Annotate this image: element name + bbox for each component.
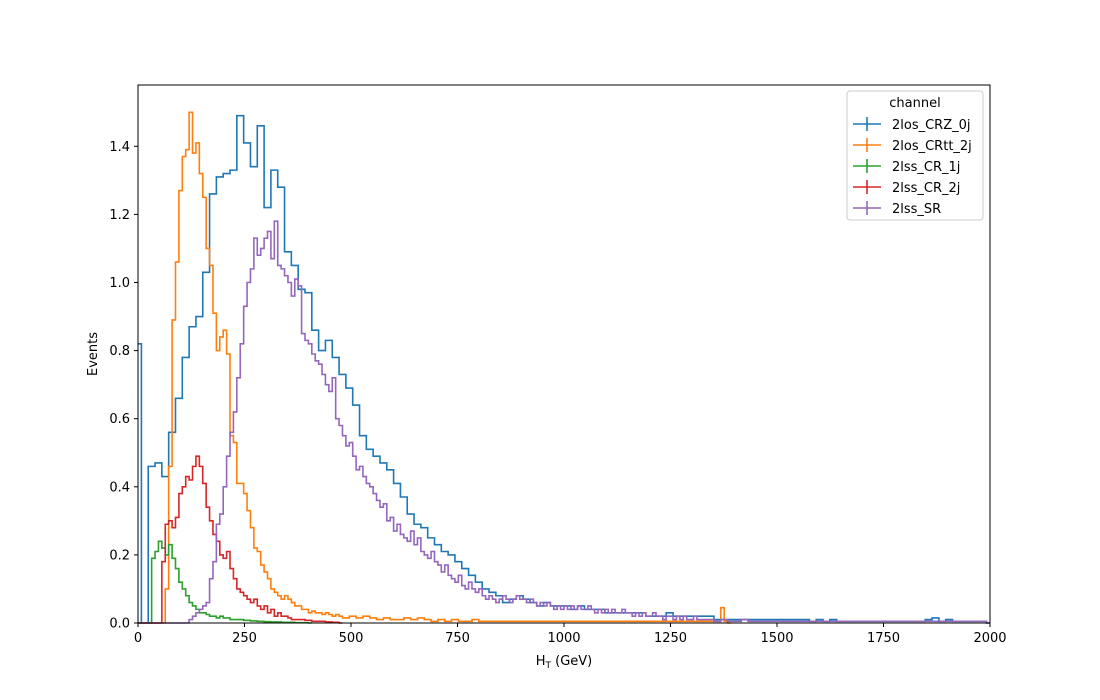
legend-entry: 2lss_CR_2j xyxy=(853,180,960,196)
y-tick-label: 1.0 xyxy=(109,276,130,291)
y-axis-label: Events xyxy=(86,332,101,376)
x-tick-label: 250 xyxy=(232,631,257,646)
y-tick-label: 0.4 xyxy=(109,480,130,495)
series-line-1 xyxy=(138,111,731,624)
y-tick-label: 1.2 xyxy=(109,208,130,223)
legend-title: channel xyxy=(889,96,940,111)
legend-label: 2lss_CR_2j xyxy=(892,181,960,196)
x-tick-label: 1750 xyxy=(867,631,900,646)
x-axis-label: HT (GeV) xyxy=(536,654,593,671)
x-tick-label: 1250 xyxy=(654,631,687,646)
x-axis: 0 250 500 750 1000 1250 1500 1750 2000 xyxy=(134,623,1007,646)
x-tick-label: 2000 xyxy=(973,631,1006,646)
legend-entry: 2lss_CR_1j xyxy=(853,159,960,175)
legend: channel 2los_CRZ_0j 2los_CRtt_2j 2lss_CR_1… xyxy=(846,90,984,221)
series-line-4 xyxy=(138,220,990,624)
legend-label: 2los_CRZ_0j xyxy=(892,118,971,133)
legend-entry: 2los_CRZ_0j xyxy=(853,117,971,133)
y-tick-label: 0.8 xyxy=(109,344,130,359)
legend-entry: 2los_CRtt_2j xyxy=(853,138,972,154)
x-tick-label: 0 xyxy=(134,631,142,646)
series-line-0 xyxy=(138,114,990,624)
series-layer xyxy=(138,111,990,624)
y-tick-label: 0.0 xyxy=(109,617,130,632)
legend-label: 2los_CRtt_2j xyxy=(892,139,972,154)
legend-label: 2lss_SR xyxy=(892,202,941,217)
x-tick-label: 750 xyxy=(445,631,470,646)
x-tick-label: 1000 xyxy=(547,631,580,646)
y-tick-label: 0.6 xyxy=(109,412,130,427)
x-tick-label: 1500 xyxy=(760,631,793,646)
x-tick-label: 500 xyxy=(339,631,364,646)
legend-label: 2lss_CR_1j xyxy=(892,160,960,175)
y-axis: 0.0 0.2 0.4 0.6 0.8 1.0 1.2 1.4 xyxy=(109,140,138,632)
y-tick-label: 0.2 xyxy=(109,548,130,563)
legend-entry: 2lss_SR xyxy=(853,201,941,217)
y-tick-label: 1.4 xyxy=(109,140,130,155)
legend-entries: 2los_CRZ_0j 2los_CRtt_2j 2lss_CR_1j 2lss_CR… xyxy=(853,117,972,217)
series-line-3 xyxy=(138,455,343,624)
